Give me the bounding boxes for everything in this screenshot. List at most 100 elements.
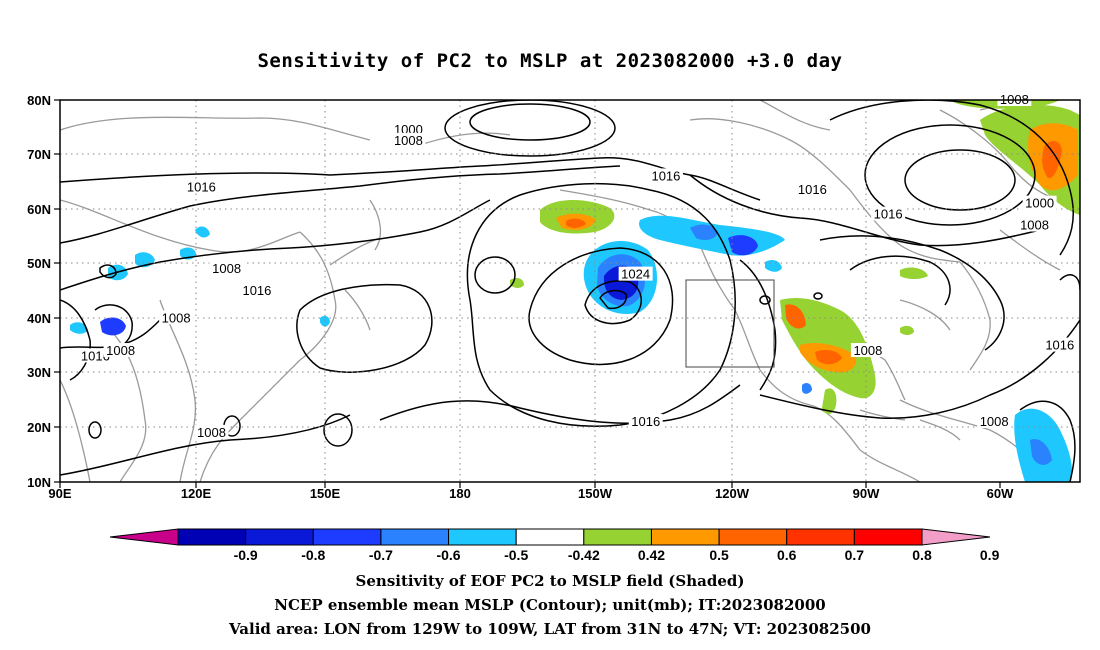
pos-region-greenland-inner xyxy=(1042,140,1062,179)
colorbar-swatch xyxy=(245,528,314,546)
caption-line-2: NCEP ensemble mean MSLP (Contour); unit(… xyxy=(274,596,826,614)
contour-label: 1008 xyxy=(106,343,135,358)
pos-region-small-2 xyxy=(900,325,914,336)
colorbar-swatch xyxy=(448,528,517,546)
colorbar-labels: -0.9 -0.8 -0.7 -0.6 -0.5 -0.42 0.42 0.5 0.6 0.7 0.… xyxy=(234,547,1000,563)
neg-region-bc-coast xyxy=(728,235,758,256)
neg-region-small-7 xyxy=(765,260,782,272)
lon-tick: 120E xyxy=(181,486,212,501)
lat-tick: 70N xyxy=(27,147,51,162)
contour-label: 1008 xyxy=(162,310,191,325)
colorbar-swatch xyxy=(718,528,788,546)
lat-tick: 80N xyxy=(27,93,51,108)
colorbar-label: -0.5 xyxy=(504,547,528,563)
colorbar-max-triangle xyxy=(921,528,991,546)
sensitivity-shading xyxy=(70,100,1080,482)
contour-label-bg xyxy=(1022,195,1057,210)
contour-label: 1016 xyxy=(874,207,903,222)
contour-label-bg xyxy=(628,413,663,428)
contour-label: 1024 xyxy=(621,267,650,282)
contour-label-bg xyxy=(391,122,426,137)
contour-label-bg xyxy=(618,266,653,281)
colorbar-swatch xyxy=(853,528,923,546)
neg-region-small-8 xyxy=(802,382,812,394)
contour-label-bg xyxy=(977,413,1012,428)
colorbar-swatch xyxy=(515,528,585,546)
pos-region-mexico-inner xyxy=(815,350,842,365)
contour-label-bg xyxy=(159,310,194,325)
colorbar-label: 0.42 xyxy=(638,547,665,563)
axis-ticks xyxy=(54,99,1001,488)
lon-tick: 150E xyxy=(310,486,341,501)
colorbar-swatch xyxy=(380,528,450,546)
colorbar-label: 0.6 xyxy=(777,547,797,563)
neg-region-small-5 xyxy=(70,322,88,334)
lon-tick: 90W xyxy=(853,486,880,501)
colorbar-label: 0.8 xyxy=(912,547,932,563)
lon-tick: 180 xyxy=(449,486,471,501)
caption-line-1: Sensitivity of EOF PC2 to MSLP field (Sh… xyxy=(355,572,745,590)
colorbar-label: -0.7 xyxy=(369,547,393,563)
lat-tick: 40N xyxy=(27,311,51,326)
contour-label-bg xyxy=(795,182,830,197)
contour-label: 1008 xyxy=(853,343,882,358)
pos-region-caribbean xyxy=(822,388,837,415)
contour-label-bg xyxy=(997,92,1032,106)
colorbar-label: -0.9 xyxy=(234,547,258,563)
colorbar-label: -0.6 xyxy=(436,547,460,563)
lon-tick: 150W xyxy=(578,486,613,501)
lat-tick: 10N xyxy=(27,475,51,490)
colorbar-label: -0.42 xyxy=(568,547,600,563)
contour-label: 1008 xyxy=(980,414,1009,429)
contour-labels: 1000100810161016101610161008100010081008… xyxy=(78,92,1077,440)
contour-label-bg xyxy=(1042,337,1077,352)
lat-tick: 50N xyxy=(27,256,51,271)
colorbar-label: 0.7 xyxy=(845,547,865,563)
contour-label-bg xyxy=(184,179,219,194)
colorbar-swatch xyxy=(786,528,855,546)
colorbar-min-triangle xyxy=(109,528,179,546)
lat-tick-labels: 10N 20N 30N 40N 50N 60N 70N 80N xyxy=(27,93,51,490)
map-frame xyxy=(59,99,1081,483)
contour-label-bg xyxy=(194,424,229,439)
lat-tick: 30N xyxy=(27,365,51,380)
mslp-contours xyxy=(60,100,1080,482)
lon-tick: 120W xyxy=(715,486,750,501)
contour-label: 1016 xyxy=(187,179,216,194)
contour-label: 1016 xyxy=(81,348,110,363)
neg-region-atlantic-core xyxy=(1030,439,1052,465)
colorbar-swatch xyxy=(650,528,720,546)
colorbar-swatch xyxy=(583,528,652,546)
valid-area-box xyxy=(685,279,775,368)
colorbar-swatch xyxy=(312,528,382,546)
contour-label: 1016 xyxy=(1045,338,1074,353)
contour-label-bg xyxy=(871,206,906,221)
pos-region-hudson xyxy=(900,267,928,279)
neg-region-small-3 xyxy=(195,226,210,238)
lon-tick-labels: 90E 120E 150E 180 150W 120W 90W 60W xyxy=(48,486,1014,501)
contour-label-bg xyxy=(850,343,885,358)
contour-label-bg xyxy=(1017,217,1052,232)
lon-tick: 90E xyxy=(48,486,71,501)
contour-label: 1008 xyxy=(197,425,226,440)
neg-region-west-pacific xyxy=(100,317,126,336)
lat-tick: 60N xyxy=(27,202,51,217)
contour-label: 1016 xyxy=(651,168,680,183)
contour-label: 1008 xyxy=(212,261,241,276)
contour-label-bg xyxy=(648,168,683,183)
colorbar-label: -0.8 xyxy=(301,547,325,563)
lat-tick: 20N xyxy=(27,420,51,435)
colorbar-label: 0.9 xyxy=(980,547,1000,563)
colorbar-label: 0.5 xyxy=(709,547,729,563)
neg-region-gulf-alaska-core xyxy=(690,224,718,240)
contour-label-bg xyxy=(209,261,244,276)
contour-label: 1016 xyxy=(631,414,660,429)
caption-line-3: Valid area: LON from 129W to 109W, LAT f… xyxy=(229,620,871,638)
contour-label-bg xyxy=(103,343,138,358)
contour-label: 1000 xyxy=(1025,196,1054,211)
colorbar xyxy=(109,528,991,546)
contour-label: 1016 xyxy=(798,182,827,197)
colorbar-swatch xyxy=(177,528,247,546)
lon-tick: 60W xyxy=(987,486,1014,501)
